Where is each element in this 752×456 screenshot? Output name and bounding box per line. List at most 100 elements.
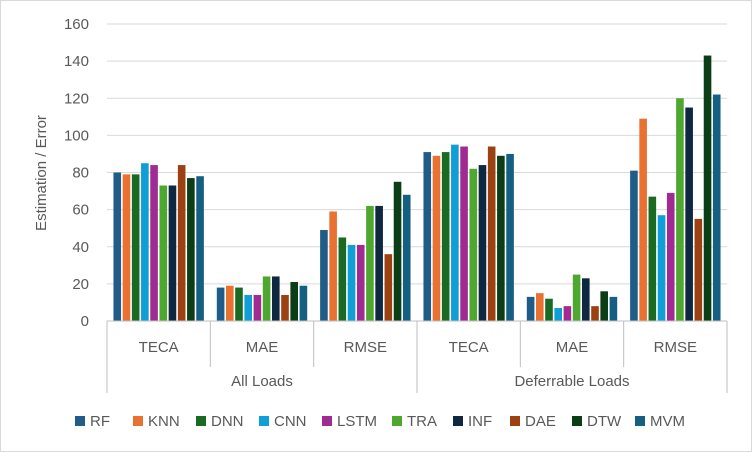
- y-tick-label: 100: [64, 127, 89, 144]
- bar-tra-mae: [572, 274, 581, 321]
- legend-swatch: [572, 416, 582, 426]
- bar-knn-rmse: [329, 211, 337, 321]
- legend-label: RF: [90, 413, 110, 430]
- bar-dnn-mae: [545, 298, 553, 321]
- gridlines: [107, 23, 727, 322]
- bar-cnn-rmse: [657, 215, 666, 321]
- legend-swatch: [635, 416, 645, 426]
- bar-cnn-mae: [554, 308, 562, 321]
- bar-mvm-rmse: [712, 94, 721, 321]
- bar-dnn-rmse: [338, 237, 347, 321]
- legend-item-dtw: DTW: [572, 413, 622, 430]
- bar-lstm-mae: [563, 306, 572, 321]
- x-category-label: MAE: [556, 339, 589, 356]
- bar-inf-teca: [168, 185, 177, 321]
- legend-swatch: [196, 416, 206, 426]
- legend-item-dae: DAE: [510, 413, 556, 430]
- bar-mvm-rmse: [402, 194, 411, 321]
- bar-dtw-rmse: [393, 181, 402, 321]
- x-category-labels: TECA MAE RMSE TECA MAE RMSE All Loads Deferrabl…: [139, 339, 697, 390]
- bar-inf-rmse: [375, 205, 383, 321]
- bar-rf-mae: [526, 296, 535, 321]
- legend-swatch: [510, 416, 520, 426]
- x-category-label: TECA: [449, 339, 489, 356]
- bar-tra-mae: [262, 276, 271, 321]
- bar-knn-teca: [122, 174, 131, 321]
- y-tick-label: 40: [72, 239, 89, 256]
- bar-rf-rmse: [630, 170, 638, 321]
- y-axis-title: Estimation / Error: [33, 115, 50, 231]
- bar-dtw-teca: [187, 178, 195, 321]
- x-category-label: MAE: [246, 339, 279, 356]
- bar-knn-mae: [536, 293, 544, 321]
- y-tick-label: 80: [72, 165, 89, 182]
- bar-rf-mae: [216, 287, 225, 321]
- legend-label: DAE: [525, 413, 556, 430]
- bar-cnn-teca: [141, 163, 149, 321]
- bar-rf-teca: [423, 152, 432, 321]
- legend-item-tra: TRA: [392, 413, 437, 430]
- x-group-label: Deferrable Loads: [514, 373, 629, 390]
- y-tick-label: 160: [64, 16, 89, 33]
- legend-label: CNN: [274, 413, 307, 430]
- legend-swatch: [322, 416, 332, 426]
- x-category-label: RMSE: [344, 339, 387, 356]
- legend-item-cnn: CNN: [259, 413, 307, 430]
- y-tick-label: 140: [64, 53, 89, 70]
- legend-label: TRA: [407, 413, 437, 430]
- legend-swatch: [75, 416, 85, 426]
- bar-rf-teca: [113, 172, 122, 321]
- bar-dtw-rmse: [703, 55, 712, 322]
- bar-dnn-teca: [441, 152, 450, 321]
- bar-inf-rmse: [685, 107, 693, 321]
- bar-cnn-teca: [451, 144, 459, 321]
- bar-inf-teca: [478, 165, 487, 321]
- bar-tra-rmse: [366, 205, 374, 321]
- x-group-label: All Loads: [231, 373, 293, 390]
- bar-dtw-mae: [290, 282, 298, 321]
- bar-dae-teca: [177, 165, 186, 321]
- bars: [113, 55, 721, 322]
- bar-lstm-teca: [150, 165, 158, 321]
- bar-inf-mae: [272, 276, 280, 321]
- bar-lstm-rmse: [356, 244, 365, 321]
- bar-dae-mae: [591, 306, 599, 321]
- y-tick-label: 120: [64, 90, 89, 107]
- y-tick-labels: 0 20 40 60 80 100 120 140 160: [64, 16, 89, 330]
- bar-knn-mae: [226, 285, 234, 321]
- bar-cnn-mae: [244, 295, 252, 321]
- bar-tra-teca: [469, 168, 478, 321]
- legend-label: LSTM: [337, 413, 377, 430]
- bar-dtw-teca: [497, 155, 505, 321]
- bar-mvm-mae: [609, 296, 618, 321]
- bar-dnn-mae: [235, 287, 243, 321]
- bar-dae-rmse: [694, 218, 703, 321]
- legend-label: DNN: [211, 413, 244, 430]
- y-tick-label: 60: [72, 202, 89, 219]
- legend-swatch: [259, 416, 269, 426]
- legend: RF KNN DNN CNN LSTM TRA INF DAE DTW MVM: [75, 413, 685, 430]
- bar-dae-mae: [281, 295, 289, 321]
- axes: [106, 320, 728, 393]
- legend-item-dnn: DNN: [196, 413, 244, 430]
- bar-dae-teca: [487, 146, 496, 321]
- bar-lstm-teca: [460, 146, 468, 321]
- bar-lstm-rmse: [666, 192, 675, 321]
- bar-tra-teca: [159, 185, 168, 321]
- bar-dae-rmse: [384, 254, 393, 321]
- bar-tra-rmse: [676, 98, 684, 321]
- y-tick-label: 0: [81, 313, 89, 330]
- legend-label: KNN: [148, 413, 180, 430]
- bar-mvm-mae: [299, 285, 308, 321]
- legend-swatch: [453, 416, 463, 426]
- x-category-label: TECA: [139, 339, 179, 356]
- bar-dnn-rmse: [648, 196, 657, 321]
- bar-knn-teca: [432, 155, 441, 321]
- bar-dtw-mae: [600, 291, 608, 321]
- legend-swatch: [133, 416, 143, 426]
- legend-label: INF: [468, 413, 492, 430]
- bar-inf-mae: [582, 278, 590, 321]
- bar-mvm-teca: [506, 153, 514, 321]
- x-category-label: RMSE: [654, 339, 697, 356]
